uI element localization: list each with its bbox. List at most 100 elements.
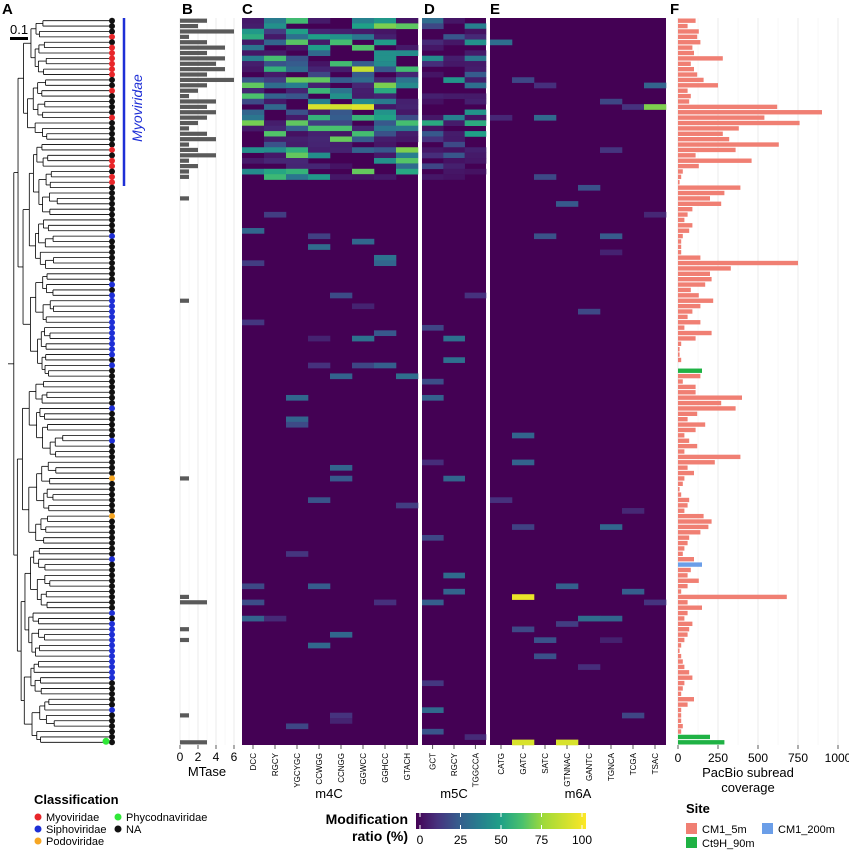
tree-tip-point xyxy=(109,459,115,466)
heatmap-cell xyxy=(286,55,309,62)
heatmap-cell xyxy=(286,147,309,153)
tree-tip-point xyxy=(109,464,115,471)
heatmap-cell xyxy=(352,125,375,132)
heatmap-cell xyxy=(464,93,487,100)
mtase-bar xyxy=(180,713,189,718)
coverage-bar xyxy=(678,551,683,557)
heatmap-cell xyxy=(264,28,287,35)
heatmap-cell xyxy=(396,163,419,170)
tree-tip-point xyxy=(109,663,115,670)
tree-tip-point xyxy=(109,674,115,681)
heatmap-cell xyxy=(308,362,331,369)
heatmap-cell xyxy=(286,66,309,73)
heatmap-cell xyxy=(464,152,487,159)
heatmap-cell xyxy=(443,39,465,46)
heatmap-cell xyxy=(308,50,331,56)
coverage-bar xyxy=(678,524,709,530)
tree-tip-point xyxy=(109,475,115,482)
coverage-bar xyxy=(678,174,682,180)
coverage-bar xyxy=(678,320,701,325)
heatmap-cell xyxy=(286,120,309,127)
legend-label-podoviridae: Podoviridae xyxy=(46,836,104,848)
coverage-bar xyxy=(678,422,706,427)
coverage-bar xyxy=(678,83,718,88)
tree-tip-point xyxy=(109,437,115,444)
heatmap-cell xyxy=(264,125,287,132)
heatmap-cell xyxy=(286,88,309,94)
heatmap-cell xyxy=(286,152,309,159)
mtase-bar xyxy=(180,29,234,34)
tree-tip-point xyxy=(109,157,115,164)
heatmap-cell xyxy=(464,71,487,78)
heatmap-cell xyxy=(534,174,557,180)
heatmap-cell xyxy=(396,158,419,164)
coverage-bar xyxy=(678,627,690,632)
coverage-bar xyxy=(678,605,702,610)
coverage-bar xyxy=(678,163,699,169)
tree-tip-point xyxy=(109,486,115,493)
heatmap-cell xyxy=(396,71,419,78)
tree-tip-point xyxy=(109,690,115,697)
heatmap-cell xyxy=(644,104,667,110)
heatmap-cell xyxy=(534,233,557,240)
heatmap-cell xyxy=(422,147,444,153)
heatmap-cell xyxy=(330,93,353,100)
tree-tip-point xyxy=(109,50,115,57)
heatmap-cell xyxy=(308,583,331,590)
tree-tip-point xyxy=(109,723,115,730)
coverage-bar xyxy=(678,120,800,126)
classification-legend-title: Classification xyxy=(34,792,119,807)
tree-tip-point xyxy=(109,373,115,380)
tree-tip-point xyxy=(109,540,115,547)
mtase-bar xyxy=(180,594,189,599)
heatmap-cell xyxy=(352,82,375,89)
heatmap-cell xyxy=(308,131,331,137)
heatmap-cell xyxy=(578,615,601,622)
coverage-bar xyxy=(678,239,682,244)
tree-tip-point xyxy=(109,340,115,347)
heatmap-cell xyxy=(264,34,287,40)
mtase-bar xyxy=(180,23,198,29)
heatmap-cell xyxy=(396,50,419,56)
heatmap-cell xyxy=(264,615,287,622)
heatmap-cell xyxy=(374,39,397,46)
motif-label: GCT xyxy=(429,753,438,770)
heatmap-cell xyxy=(264,18,287,24)
tree-tip-point xyxy=(109,211,115,218)
heatmap-cell xyxy=(422,120,444,127)
heatmap-cell xyxy=(490,114,513,121)
heatmap-cell xyxy=(242,66,265,73)
heatmap-cell xyxy=(600,147,623,153)
panel-letter-e: E xyxy=(490,1,500,18)
motif-label: RGCY xyxy=(450,752,459,776)
heatmap-cell xyxy=(242,114,265,121)
tree-tip-point xyxy=(109,432,115,439)
heatmap-cell xyxy=(352,114,375,121)
motif-label: RGCY xyxy=(271,752,280,776)
heatmap-cell xyxy=(396,147,419,153)
heatmap-cell xyxy=(264,152,287,159)
coverage-bar xyxy=(678,492,682,497)
tree-tip-point xyxy=(109,146,115,153)
heatmap-cell xyxy=(600,249,623,256)
tree-tip-point xyxy=(109,367,115,374)
colorbar-title-line1: Modification xyxy=(326,811,408,827)
mtase-bar xyxy=(180,50,207,56)
legend-label-cm1-5m: CM1_5m xyxy=(702,824,747,836)
coverage-bar xyxy=(678,632,688,637)
heatmap-cell xyxy=(330,125,353,132)
coverage-bar xyxy=(678,136,730,142)
legend-dot-phycodnaviridae xyxy=(114,813,122,821)
heatmap-cell xyxy=(352,147,375,153)
heatmap-cell xyxy=(622,712,645,719)
heatmap-cell xyxy=(374,114,397,121)
heatmap-cell xyxy=(330,39,353,46)
coverage-bar xyxy=(678,255,701,260)
heatmap-cell xyxy=(264,168,287,175)
heatmap-cell xyxy=(396,125,419,132)
coverage-bar xyxy=(678,346,680,352)
tree-tip-point xyxy=(109,577,115,584)
mtase-bar xyxy=(180,137,216,142)
coverage-bar xyxy=(678,379,683,384)
tree-tip-point xyxy=(109,448,115,455)
